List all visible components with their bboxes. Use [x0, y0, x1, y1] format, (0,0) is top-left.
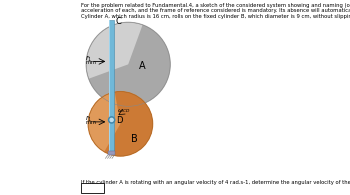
Text: acceleration of each, and the frame of reference considered is mandatory. Its ab: acceleration of each, and the frame of r…	[82, 8, 350, 13]
Text: D: D	[116, 116, 122, 125]
Text: mm: mm	[85, 120, 96, 125]
Text: mm: mm	[85, 60, 96, 65]
Bar	[108, 151, 116, 155]
Text: B: B	[131, 134, 138, 144]
Text: Cylinder A, which radius is 16 cm, rolls on the fixed cylinder B, which diameter: Cylinder A, which radius is 16 cm, rolls…	[82, 14, 350, 19]
Circle shape	[110, 118, 113, 121]
Text: $r_1$: $r_1$	[85, 114, 93, 124]
Bar	[109, 20, 110, 154]
Text: C: C	[115, 17, 121, 26]
Text: $\omega_{CD}$: $\omega_{CD}$	[117, 107, 131, 115]
Text: For the problem related to Fundamental.4, a sketch of the considered system show: For the problem related to Fundamental.4…	[82, 3, 350, 8]
Circle shape	[108, 117, 115, 123]
Circle shape	[86, 22, 170, 106]
FancyBboxPatch shape	[82, 183, 104, 193]
Text: $r_1$: $r_1$	[85, 53, 93, 64]
Wedge shape	[88, 92, 120, 152]
Text: A: A	[139, 61, 145, 71]
Text: If the cylinder A is rotating with an angular velocity of 4 rad.s-1, determine t: If the cylinder A is rotating with an an…	[82, 180, 350, 185]
Circle shape	[88, 92, 153, 156]
Bar	[109, 20, 114, 154]
Wedge shape	[86, 22, 142, 79]
